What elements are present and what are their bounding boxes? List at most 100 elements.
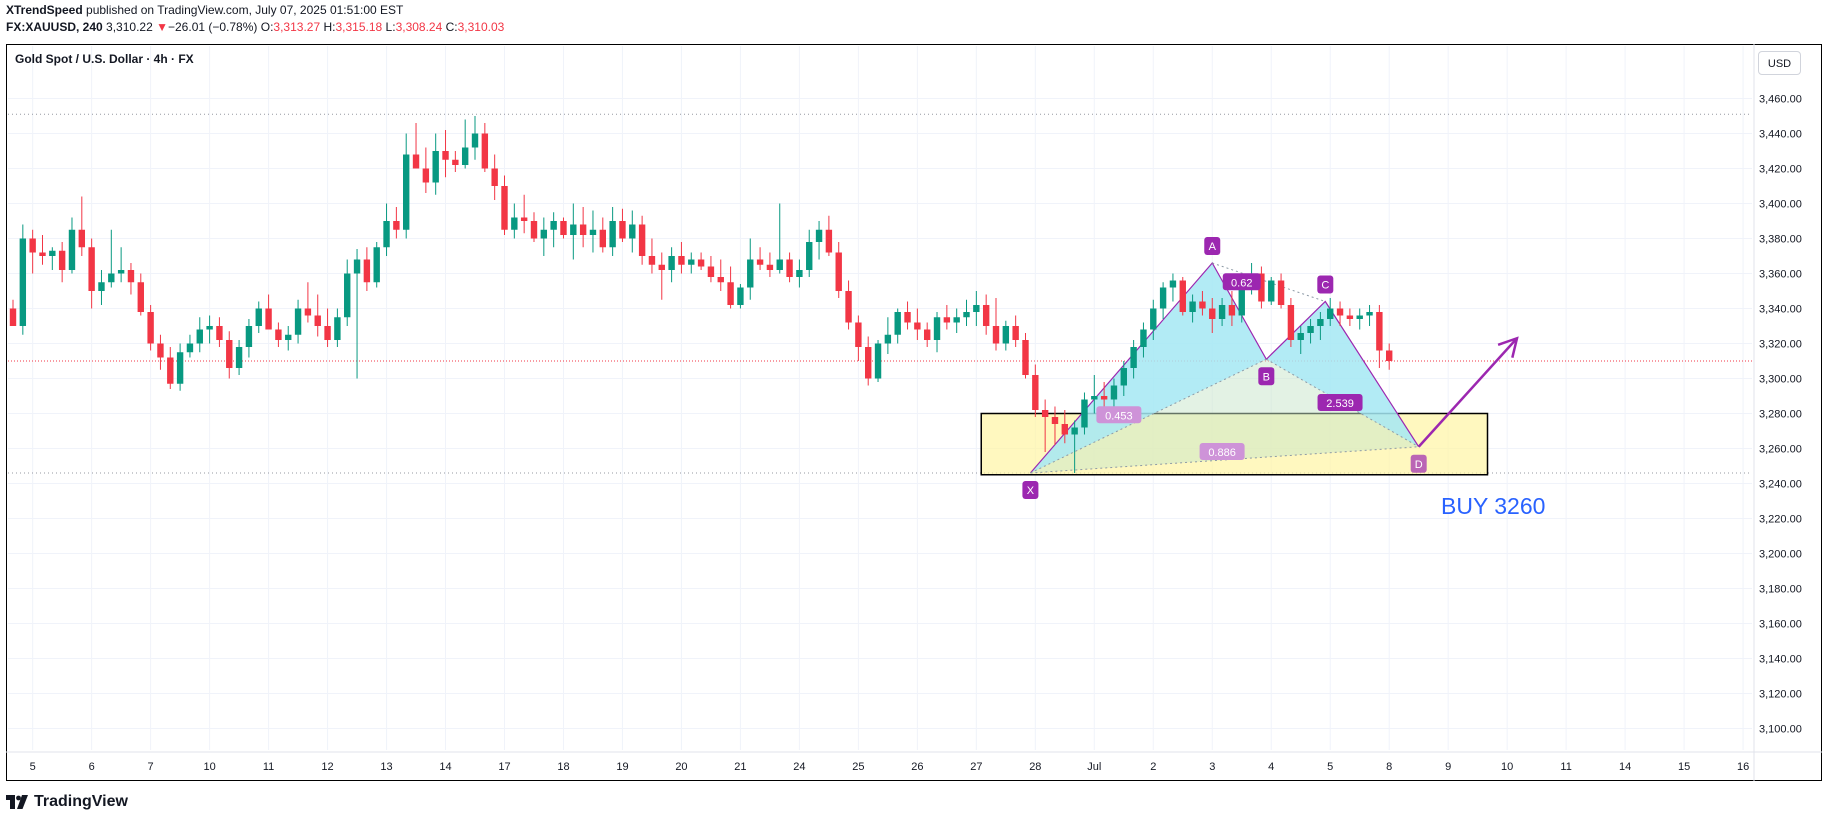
candle-up: [815, 229, 823, 242]
x-tick-label: 27: [970, 761, 982, 773]
ratio-label: 0.453: [1105, 410, 1133, 422]
ratio-label: 2.539: [1326, 398, 1354, 410]
candle-up: [334, 317, 341, 340]
candle-up: [1159, 287, 1167, 309]
chart-title: Gold Spot / U.S. Dollar · 4h · FX: [15, 52, 194, 66]
candle-down: [452, 159, 459, 165]
candle-down: [88, 247, 95, 291]
publisher-name[interactable]: XTrendSpeed: [6, 3, 83, 17]
candle-up: [285, 334, 292, 340]
candle-up: [933, 317, 941, 340]
candle-down: [638, 224, 646, 256]
change-down-arrow-icon: ▼: [156, 20, 168, 34]
pattern-point-c: C: [1321, 280, 1329, 292]
candle-down: [422, 168, 430, 183]
x-tick-label: 7: [148, 761, 154, 773]
candle-down: [678, 256, 685, 265]
x-tick-label: 4: [1268, 761, 1274, 773]
candle-up: [461, 147, 469, 165]
published-text: published on TradingView.com, July 07, 2…: [82, 3, 404, 17]
candle-down: [501, 186, 508, 230]
candle-down: [265, 308, 272, 330]
candle-up: [894, 312, 901, 335]
candle-down: [39, 252, 46, 256]
x-tick-label: 8: [1386, 761, 1392, 773]
candle-up: [294, 308, 302, 335]
pattern-point-b-bg: [1258, 367, 1275, 386]
y-tick-label: 3,240.00: [1759, 479, 1802, 491]
candle-up: [1140, 329, 1147, 347]
candle-down: [855, 322, 862, 347]
ratio-label-bg: [1096, 406, 1142, 424]
candle-up: [1366, 312, 1373, 316]
candle-up: [1150, 308, 1157, 330]
x-tick-label: 26: [911, 761, 923, 773]
pattern-point-c-bg: [1317, 275, 1334, 294]
candle-down: [127, 270, 135, 283]
candle-down: [579, 224, 587, 235]
y-tick-label: 3,260.00: [1759, 444, 1802, 456]
candle-up: [68, 229, 76, 270]
candle-down: [825, 229, 833, 253]
x-tick-label: 5: [1327, 761, 1333, 773]
chart-frame[interactable]: [6, 44, 1822, 781]
symbol-label[interactable]: FX:XAUUSD, 240: [6, 20, 103, 34]
publisher-line: XTrendSpeed published on TradingView.com…: [6, 3, 403, 17]
x-tick-label: 6: [89, 761, 95, 773]
pattern-bcd-fill: [1266, 301, 1419, 447]
candle-up: [1327, 308, 1334, 319]
y-tick-label: 3,200.00: [1759, 549, 1802, 561]
candle-up: [953, 317, 960, 323]
pattern-point-a-bg: [1204, 237, 1221, 255]
x-tick-label: 21: [734, 761, 746, 773]
candle-up: [196, 329, 203, 344]
y-tick-label: 3,160.00: [1759, 619, 1802, 631]
candle-down: [707, 266, 715, 277]
x-tick-label: 17: [498, 761, 510, 773]
candle-down: [697, 259, 705, 267]
candle-down: [412, 154, 420, 169]
candle-up: [1120, 368, 1127, 386]
candle-up: [176, 352, 184, 384]
x-tick-label: 10: [1501, 761, 1513, 773]
candle-down: [756, 259, 764, 265]
pattern-point-d-bg: [1410, 454, 1427, 473]
candle-up: [19, 238, 27, 326]
ratio-label: 0.62: [1231, 277, 1252, 289]
candle-up: [186, 343, 194, 353]
candle-up: [383, 221, 390, 248]
change-value: −26.01 (−0.78%): [168, 20, 258, 34]
y-tick-label: 3,280.00: [1759, 409, 1802, 421]
close-label: C:: [445, 20, 458, 34]
x-tick-label: 13: [380, 761, 392, 773]
candle-up: [688, 259, 695, 265]
candle-down: [9, 308, 17, 326]
candle-up: [884, 334, 892, 344]
candle-down: [717, 277, 724, 283]
candle-down: [1100, 396, 1108, 400]
candle-up: [108, 273, 115, 283]
x-tick-label: 12: [321, 761, 333, 773]
y-tick-label: 3,300.00: [1759, 374, 1802, 386]
low-value: 3,308.24: [395, 20, 443, 34]
candle-up: [668, 256, 675, 270]
candle-down: [29, 238, 36, 253]
candle-up: [589, 229, 597, 235]
candle-up: [550, 221, 557, 230]
candle-down: [275, 329, 282, 340]
candle-down: [923, 329, 931, 340]
candle-up: [1081, 399, 1088, 428]
candle-down: [167, 357, 174, 384]
footer-brand[interactable]: TradingView: [6, 793, 128, 811]
candle-down: [1376, 312, 1383, 351]
y-tick-label: 3,360.00: [1759, 269, 1802, 281]
candle-up: [1002, 326, 1010, 344]
tradingview-logo-icon: [6, 795, 28, 809]
candle-down: [1179, 280, 1186, 312]
currency-button[interactable]: USD: [1758, 51, 1801, 75]
candle-up: [344, 273, 351, 318]
y-tick-label: 3,380.00: [1759, 234, 1802, 246]
candle-down: [226, 340, 233, 368]
candle-down: [1277, 280, 1285, 305]
